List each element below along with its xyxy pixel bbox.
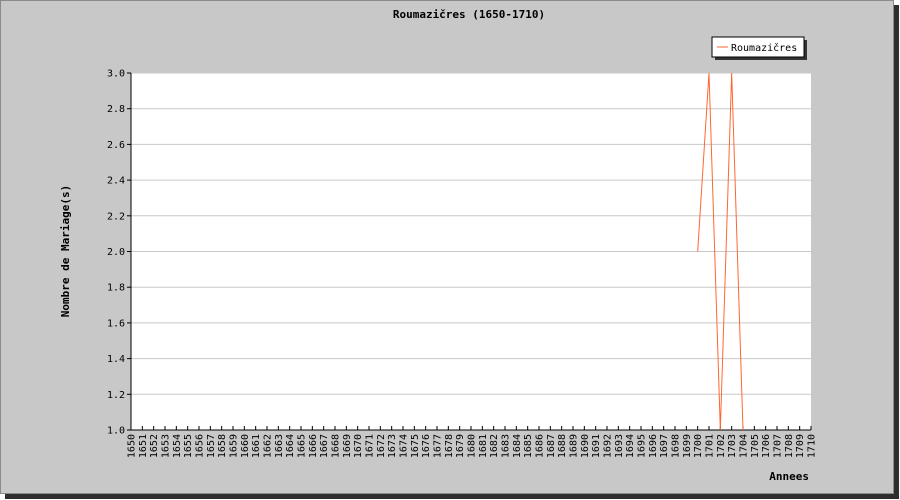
x-tick-label: 1684	[512, 434, 523, 458]
chart-title: Roumazičres (1650-1710)	[393, 8, 545, 21]
x-tick-label: 1699	[682, 434, 693, 458]
x-tick-label: 1674	[399, 434, 410, 458]
x-tick-label: 1661	[251, 434, 262, 458]
series-group	[697, 72, 744, 431]
x-tick-label: 1677	[433, 434, 444, 458]
x-tick-label: 1664	[285, 434, 296, 458]
x-tick-label: 1681	[478, 434, 489, 458]
x-tick-label: 1707	[773, 434, 784, 458]
x-tick-label: 1688	[557, 434, 568, 458]
x-tick-label: 1695	[637, 434, 648, 458]
series-line	[697, 72, 744, 431]
x-tick-label: 1654	[172, 434, 183, 458]
grid-lines	[131, 72, 811, 395]
x-tick-label: 1710	[807, 434, 818, 458]
x-tick-label: 1675	[410, 434, 421, 458]
y-tick-label: 1.6	[107, 318, 125, 329]
x-tick-label: 1687	[546, 434, 557, 458]
x-axis-ticks: 1650 1651 1652 1653 1654 1655 1656 1657 1658 1659…	[127, 426, 818, 458]
x-tick-label: 1690	[580, 434, 591, 458]
y-axis-ticks: 1.0 1.2 1.4 1.6 1.8 2.0 2.2 2.4 2.6 2.8 3.0	[107, 69, 131, 437]
x-tick-label: 1679	[455, 434, 466, 458]
x-tick-label: 1670	[353, 434, 364, 458]
y-tick-label: 3.0	[107, 69, 125, 80]
x-tick-label: 1656	[195, 434, 206, 458]
y-tick-label: 2.2	[107, 211, 125, 222]
x-tick-label: 1692	[603, 434, 614, 458]
x-tick-label: 1694	[625, 434, 636, 458]
x-tick-label: 1671	[365, 434, 376, 458]
x-tick-label: 1706	[761, 434, 772, 458]
x-tick-label: 1658	[217, 434, 228, 458]
x-tick-label: 1696	[648, 434, 659, 458]
x-tick-label: 1665	[297, 434, 308, 458]
x-tick-label: 1652	[149, 434, 160, 458]
y-tick-label: 2.6	[107, 140, 125, 151]
x-tick-label: 1697	[659, 434, 670, 458]
x-tick-label: 1700	[693, 434, 704, 458]
x-tick-label: 1657	[206, 434, 217, 458]
x-tick-label: 1669	[342, 434, 353, 458]
y-tick-label: 2.8	[107, 104, 125, 115]
x-tick-label: 1655	[183, 434, 194, 458]
x-tick-label: 1680	[467, 434, 478, 458]
x-tick-label: 1660	[240, 434, 251, 458]
x-tick-label: 1701	[705, 434, 716, 458]
line-chart: Roumazičres (1650-1710) 1.0 1.2 1.4 1.6 1.8 2…	[59, 8, 818, 483]
x-tick-label: 1673	[387, 434, 398, 458]
x-tick-label: 1686	[535, 434, 546, 458]
x-axis-label: Annees	[769, 470, 809, 483]
x-tick-label: 1662	[263, 434, 274, 458]
legend: Roumazičres	[711, 36, 807, 60]
legend-entry-label: Roumazičres	[731, 42, 797, 54]
x-tick-label: 1698	[671, 434, 682, 458]
x-tick-label: 1709	[795, 434, 806, 458]
x-tick-label: 1685	[523, 434, 534, 458]
x-tick-label: 1678	[444, 434, 455, 458]
y-tick-label: 1.2	[107, 390, 125, 401]
x-tick-label: 1663	[274, 434, 285, 458]
x-tick-label: 1651	[138, 434, 149, 458]
legend-box	[711, 36, 805, 58]
x-tick-label: 1672	[376, 434, 387, 458]
x-tick-label: 1683	[501, 434, 512, 458]
x-tick-label: 1691	[591, 434, 602, 458]
x-tick-label: 1693	[614, 434, 625, 458]
x-tick-label: 1708	[784, 434, 795, 458]
x-tick-label: 1650	[127, 434, 138, 458]
x-tick-label: 1682	[489, 434, 500, 458]
y-tick-label: 1.0	[107, 426, 125, 437]
x-tick-label: 1705	[750, 434, 761, 458]
x-tick-label: 1668	[331, 434, 342, 458]
x-tick-label: 1659	[229, 434, 240, 458]
x-tick-label: 1667	[319, 434, 330, 458]
x-tick-label: 1653	[161, 434, 172, 458]
y-tick-label: 1.4	[107, 354, 125, 365]
y-axis-label: Nombre de Mariage(s)	[59, 185, 72, 317]
x-tick-label: 1676	[421, 434, 432, 458]
y-tick-label: 1.8	[107, 283, 125, 294]
y-tick-label: 2.4	[107, 176, 125, 187]
x-tick-label: 1704	[739, 434, 750, 458]
y-tick-label: 2.0	[107, 247, 125, 258]
x-tick-label: 1702	[716, 434, 727, 458]
x-tick-label: 1689	[569, 434, 580, 458]
x-tick-label: 1703	[727, 434, 738, 458]
x-tick-label: 1666	[308, 434, 319, 458]
